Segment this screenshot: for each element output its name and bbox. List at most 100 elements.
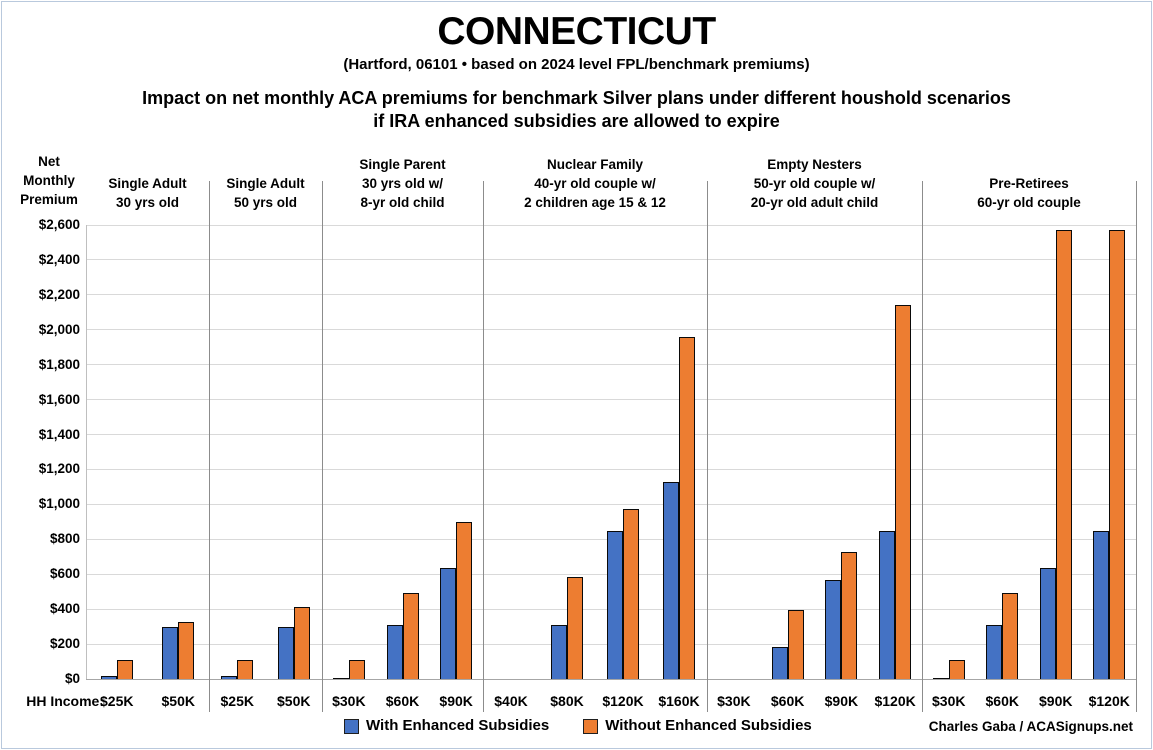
- bar-with-enhanced-subsidies: [386, 624, 403, 679]
- y-axis-tick-label: $400: [49, 601, 80, 617]
- bar-without-enhanced-subsidies: [456, 521, 473, 679]
- hh-income-label: $30K: [932, 693, 966, 709]
- chart-header: CONNECTICUT (Hartford, 06101 • based on …: [0, 10, 1153, 133]
- hh-income-label: $40K: [494, 693, 528, 709]
- legend-swatch-orange-icon: [583, 718, 599, 734]
- y-axis-tick-label: $600: [49, 566, 80, 582]
- y-axis-tick-label: $1,800: [38, 356, 80, 372]
- bar-without-enhanced-subsidies: [178, 622, 195, 679]
- gridline: [86, 468, 1136, 470]
- bar-with-enhanced-subsidies: [986, 624, 1003, 679]
- bar-with-enhanced-subsidies: [1093, 531, 1110, 679]
- bar-without-enhanced-subsidies: [787, 610, 804, 679]
- hh-income-label: $120K: [1088, 693, 1130, 709]
- gridline: [86, 399, 1136, 401]
- hh-income-label: $90K: [1039, 693, 1073, 709]
- hh-income-label: $30K: [332, 693, 366, 709]
- bar-without-enhanced-subsidies: [1055, 230, 1072, 679]
- chart-heading-line2: if IRA enhanced subsidies are allowed to…: [373, 111, 780, 131]
- bar-with-enhanced-subsidies: [663, 481, 679, 679]
- bar-without-enhanced-subsidies: [402, 593, 419, 679]
- group-header: Pre-Retirees 60-yr old couple: [977, 176, 1081, 210]
- bar-without-enhanced-subsidies: [623, 508, 639, 679]
- gridline: [86, 224, 1136, 226]
- hh-income-label: $25K: [220, 693, 254, 709]
- bar-without-enhanced-subsidies: [679, 336, 695, 679]
- hh-income-label: $60K: [985, 693, 1019, 709]
- gridline: [86, 503, 1136, 505]
- hh-income-label: $60K: [385, 693, 420, 709]
- bar-without-enhanced-subsidies: [895, 305, 912, 679]
- y-axis-line: [86, 225, 87, 679]
- bar-with-enhanced-subsidies: [825, 580, 842, 679]
- legend-label-without-enhanced-subsidies: Without Enhanced Subsidies: [605, 717, 812, 734]
- group-header: Single Adult 50 yrs old: [226, 176, 305, 210]
- hh-income-label: $25K: [100, 693, 134, 709]
- bar-without-enhanced-subsidies: [1109, 230, 1126, 679]
- group-header: Empty Nesters 50-yr old couple w/20-yr ol…: [750, 157, 879, 210]
- bar-with-enhanced-subsidies: [879, 531, 896, 679]
- gridline: [86, 294, 1136, 296]
- bar-without-enhanced-subsidies: [348, 659, 365, 679]
- bar-with-enhanced-subsidies: [100, 675, 117, 679]
- group-divider: [209, 181, 210, 712]
- y-axis-tick-label: $2,200: [38, 286, 80, 302]
- group-divider: [922, 181, 923, 712]
- gridline: [86, 434, 1136, 436]
- y-axis-tick-label: $1,200: [38, 461, 80, 477]
- group-header: Single Adult 30 yrs old: [108, 176, 187, 210]
- y-axis-tick-label: $2,000: [38, 321, 80, 337]
- y-axis-tick-label: $800: [49, 531, 80, 547]
- bar-without-enhanced-subsidies: [293, 607, 310, 679]
- bar-without-enhanced-subsidies: [237, 659, 254, 679]
- hh-income-label: $50K: [161, 693, 195, 709]
- y-axis-tick-label: $1,600: [38, 391, 80, 407]
- bar-with-enhanced-subsidies: [162, 627, 179, 679]
- credit-text: Charles Gaba / ACASignups.net: [928, 719, 1133, 734]
- hh-income-label: $60K: [770, 693, 805, 709]
- hh-income-label: $160K: [658, 693, 700, 709]
- y-axis-tick-label: $1,400: [38, 426, 80, 442]
- bar-with-enhanced-subsidies: [551, 624, 567, 679]
- group-divider: [1136, 181, 1137, 712]
- group-divider: [322, 181, 323, 712]
- hh-income-label: $90K: [439, 693, 473, 709]
- gridline: [86, 678, 1136, 680]
- bar-without-enhanced-subsidies: [948, 659, 965, 679]
- chart-legend: With Enhanced Subsidies Without Enhanced…: [344, 717, 812, 735]
- group-divider: [483, 181, 484, 712]
- gridline: [86, 364, 1136, 366]
- chart-heading-line1: Impact on net monthly ACA premiums for b…: [142, 88, 1011, 108]
- y-axis-tick-label: $2,400: [38, 251, 80, 267]
- legend-swatch-blue-icon: [344, 718, 359, 734]
- y-axis-tick-label: $2,600: [38, 217, 80, 232]
- y-axis-tick-label: $200: [49, 636, 80, 652]
- hh-income-label: $120K: [602, 693, 644, 709]
- y-axis-tick-label: $1,000: [38, 496, 80, 512]
- group-divider: [707, 181, 708, 712]
- y-axis-tick-label: $0: [64, 671, 80, 686]
- bar-with-enhanced-subsidies: [607, 531, 623, 679]
- legend-label-with-enhanced-subsidies: With Enhanced Subsidies: [366, 717, 550, 734]
- hh-income-label: $90K: [824, 693, 859, 709]
- hh-income-label: $30K: [717, 693, 751, 709]
- bar-with-enhanced-subsidies: [932, 677, 949, 679]
- bar-without-enhanced-subsidies: [116, 659, 133, 679]
- gridline: [86, 329, 1136, 331]
- gridline: [86, 259, 1136, 261]
- hh-income-label: $80K: [550, 693, 584, 709]
- hh-income-axis-label: HH Income:: [26, 693, 104, 709]
- group-header: Nuclear Family 40-yr old couple w/2 child…: [524, 157, 666, 210]
- bar-without-enhanced-subsidies: [567, 576, 583, 679]
- hh-income-label: $50K: [277, 693, 311, 709]
- page-title: CONNECTICUT: [437, 10, 716, 53]
- bar-with-enhanced-subsidies: [1039, 568, 1056, 679]
- legend-item-without-enhanced-subsidies: Without Enhanced Subsidies: [583, 717, 812, 735]
- hh-income-label: $120K: [874, 693, 916, 709]
- page-subtitle: (Hartford, 06101 • based on 2024 level F…: [343, 56, 810, 73]
- bar-without-enhanced-subsidies: [841, 551, 858, 679]
- bar-with-enhanced-subsidies: [440, 568, 457, 679]
- group-header: Single Parent 30 yrs old w/8-yr old child: [359, 157, 446, 210]
- chart-heading: Impact on net monthly ACA premiums for b…: [0, 87, 1153, 133]
